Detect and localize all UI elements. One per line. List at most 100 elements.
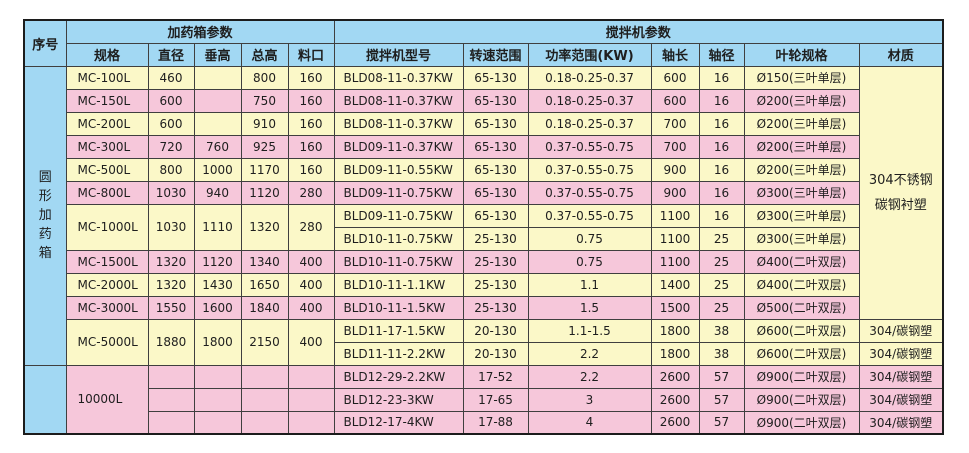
mixer-model-cell: BLD11-11-2.2KW <box>333 341 464 366</box>
col-header-power-range: 功率范围(KW) <box>527 42 652 67</box>
material-cell: 304/碳钢塑 <box>858 364 944 389</box>
shaft-diameter-cell: 25 <box>698 272 745 297</box>
spec-cell: MC-500L <box>65 157 149 182</box>
dim-cell-vertical-height: 1120 <box>193 249 242 274</box>
shaft-length-cell: 900 <box>650 157 700 182</box>
dim-cell-feed-port: 400 <box>287 318 335 366</box>
power-range-cell: 3 <box>527 387 652 412</box>
shaft-length-cell: 2600 <box>650 387 700 412</box>
col-header-feed-port: 料口 <box>287 42 335 67</box>
dim-cell-feed-port: 280 <box>287 203 335 251</box>
dim-cell-total-height: 1340 <box>240 249 289 274</box>
mixer-model-cell: BLD10-11-0.75KW <box>333 226 464 251</box>
spec-table: 序号 加药箱参数 搅拌机参数 规格 直径 垂高 总高 料口 搅拌机型号 转速范围… <box>23 19 945 435</box>
dim-cell-diameter <box>147 387 195 412</box>
dim-cell-diameter: 720 <box>147 134 195 159</box>
mixer-model-cell: BLD09-11-0.75KW <box>333 180 464 205</box>
material-merged-cell: 304不锈钢 碳钢衬塑 <box>858 65 944 320</box>
table-row: MC-3000L 1550 1600 1840 400 BLD10-11-1.5KW 25-… <box>24 295 943 320</box>
dim-cell-feed-port <box>287 364 335 389</box>
table-row: 圆形加药箱 MC-100L 460 800 160 BLD08-11-0.37KW 65-1… <box>23 65 944 366</box>
mixer-model-cell: BLD09-11-0.37KW <box>333 134 464 159</box>
speed-range-cell: 65-130 <box>462 180 529 205</box>
dim-cell-vertical-height <box>193 111 242 136</box>
spec-cell: MC-300L <box>65 134 149 159</box>
dim-cell-total-height: 1320 <box>240 203 289 251</box>
spec-cell: MC-1000L <box>65 203 149 251</box>
impeller-cell: Ø300(三叶单层) <box>743 203 860 228</box>
speed-range-cell: 65-130 <box>462 65 529 90</box>
shaft-diameter-cell: 57 <box>698 387 745 412</box>
impeller-cell: Ø600(二叶双层) <box>743 318 860 343</box>
col-header-total-height: 总高 <box>240 42 289 67</box>
impeller-cell: Ø300(三叶单层) <box>743 180 860 205</box>
power-range-cell: 0.37-0.55-0.75 <box>527 157 652 182</box>
impeller-cell: Ø500(二叶双层) <box>743 295 860 320</box>
impeller-cell: Ø900(二叶双层) <box>743 410 860 435</box>
power-range-cell: 0.37-0.55-0.75 <box>527 180 652 205</box>
speed-range-cell: 17-88 <box>462 410 529 435</box>
dim-cell-diameter: 460 <box>147 65 195 90</box>
table-row: MC-150L 600 750 160 BLD08-11-0.37KW 65-130 0.1… <box>24 88 943 113</box>
shaft-diameter-cell: 16 <box>698 65 745 90</box>
spec-cell: MC-3000L <box>65 295 149 320</box>
mixer-model-cell: BLD10-11-1.1KW <box>333 272 464 297</box>
dim-cell-diameter <box>147 410 195 435</box>
speed-range-cell: 20-130 <box>462 341 529 366</box>
table-row: 10000L BLD12-29-2.2KW 17-52 2.2 2600 57 Ø900(二… <box>23 364 944 435</box>
table-row: MC-1000L 1030 1110 1320 280 BLD09-11-0.75KW 65… <box>24 203 943 251</box>
shaft-diameter-cell: 16 <box>698 134 745 159</box>
dim-cell-vertical-height <box>193 410 242 435</box>
dim-cell-diameter: 1030 <box>147 180 195 205</box>
speed-range-cell: 65-130 <box>462 111 529 136</box>
mixer-model-cell: BLD08-11-0.37KW <box>333 88 464 113</box>
table-body: 圆形加药箱 MC-100L 460 800 160 BLD08-11-0.37KW 65-1… <box>23 65 944 435</box>
speed-range-cell: 65-130 <box>462 88 529 113</box>
mixer-model-cell: BLD09-11-0.75KW <box>333 203 464 228</box>
power-range-cell: 0.75 <box>527 249 652 274</box>
dim-cell-total-height <box>240 387 289 412</box>
spec-cell: MC-100L <box>65 65 149 90</box>
dim-cell-vertical-height <box>193 387 242 412</box>
power-range-cell: 0.75 <box>527 226 652 251</box>
dim-cell-vertical-height: 1800 <box>193 318 242 366</box>
dim-cell-feed-port: 400 <box>287 295 335 320</box>
shaft-diameter-cell: 16 <box>698 111 745 136</box>
mixer-model-cell: BLD08-11-0.37KW <box>333 65 464 90</box>
material-cell: 304/碳钢塑 <box>858 410 944 435</box>
power-range-cell: 0.18-0.25-0.37 <box>527 111 652 136</box>
shaft-diameter-cell: 38 <box>698 318 745 343</box>
dim-cell-diameter: 600 <box>147 88 195 113</box>
header-box-group: 加药箱参数 <box>65 19 335 44</box>
impeller-cell: Ø200(三叶单层) <box>743 111 860 136</box>
shaft-length-cell: 1100 <box>650 226 700 251</box>
speed-range-cell: 25-130 <box>462 226 529 251</box>
dim-cell-total-height: 1840 <box>240 295 289 320</box>
table-row: MC-300L 720 760 925 160 BLD09-11-0.37KW 65-130… <box>24 134 943 159</box>
shaft-length-cell: 2600 <box>650 364 700 389</box>
dim-cell-diameter: 1880 <box>147 318 195 366</box>
dim-cell-vertical-height: 760 <box>193 134 242 159</box>
impeller-cell: Ø200(三叶单层) <box>743 134 860 159</box>
table-row: MC-1500L 1320 1120 1340 400 BLD10-11-0.75KW 25… <box>24 249 943 274</box>
dim-cell-vertical-height: 1000 <box>193 157 242 182</box>
serial-cell <box>23 364 67 435</box>
dim-cell-total-height: 910 <box>240 111 289 136</box>
dim-cell-vertical-height <box>193 88 242 113</box>
col-header-diameter: 直径 <box>147 42 195 67</box>
power-range-cell: 0.18-0.25-0.37 <box>527 65 652 90</box>
col-header-shaft-diameter: 轴径 <box>698 42 745 67</box>
shaft-length-cell: 600 <box>650 65 700 90</box>
table-row: BLD12-23-3KW 17-65 3 2600 57 Ø900(二叶双层) 304/碳钢… <box>24 387 944 412</box>
dim-cell-feed-port: 160 <box>287 65 335 90</box>
mixer-model-cell: BLD12-17-4KW <box>333 410 464 435</box>
material-cell: 304/碳钢塑 <box>858 387 944 412</box>
dim-cell-vertical-height: 1110 <box>193 203 242 251</box>
dim-cell-total-height: 2150 <box>240 318 289 366</box>
dim-cell-diameter: 1320 <box>147 249 195 274</box>
power-range-cell: 1.1 <box>527 272 652 297</box>
header-serial: 序号 <box>23 19 67 67</box>
impeller-cell: Ø600(二叶双层) <box>743 341 860 366</box>
col-header-vertical-height: 垂高 <box>193 42 242 67</box>
spec-cell: MC-150L <box>65 88 149 113</box>
